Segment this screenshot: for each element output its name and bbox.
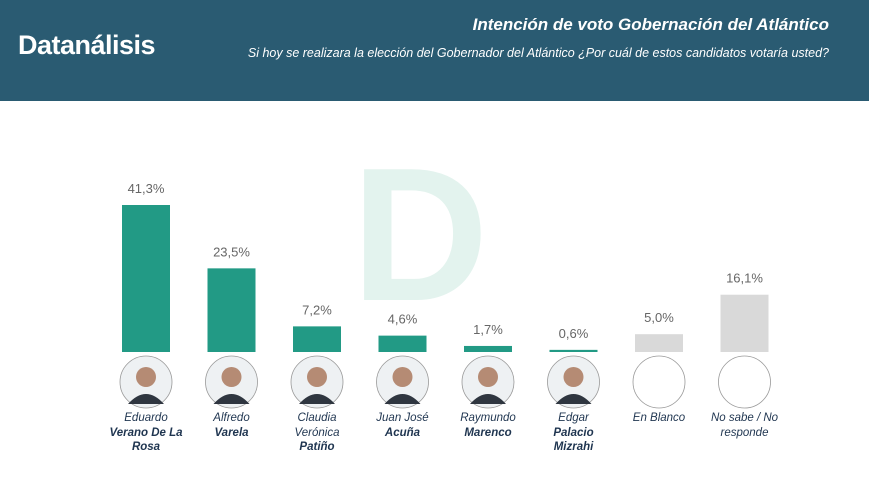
photo-body	[128, 394, 164, 404]
candidate-photo	[718, 355, 771, 409]
bar	[464, 345, 512, 352]
bar	[122, 205, 170, 352]
chart-title: Intención de voto Gobernación del Atlánt…	[472, 15, 829, 34]
candidate-photo	[632, 355, 686, 409]
photo-body	[213, 394, 250, 404]
surname: Marenco	[464, 426, 512, 439]
photo-head	[392, 367, 413, 387]
category-label: En Blanco	[622, 411, 696, 426]
category-label: Raymundo Marenco	[451, 411, 525, 440]
surname: Patiño	[299, 441, 335, 453]
bar	[720, 294, 769, 352]
bar	[549, 349, 598, 352]
value-label: 5,0%	[644, 310, 674, 325]
value-label: 23,5%	[213, 244, 250, 259]
photo-head	[563, 367, 584, 387]
category-label: Eduardo Verano De La Rosa	[109, 411, 183, 455]
given-name: Eduardo	[124, 412, 168, 424]
value-label: 7,2%	[302, 302, 332, 317]
value-label: 4,6%	[388, 312, 418, 327]
given-name: Alfredo	[213, 412, 250, 424]
photo-head	[136, 367, 156, 387]
photo-head	[221, 367, 242, 387]
value-label: 0,6%	[559, 326, 589, 341]
photo-body	[470, 394, 506, 404]
category-label: Alfredo Varela	[195, 411, 269, 440]
given-name: Claudia Verónica	[294, 412, 340, 439]
chart-subtitle: Si hoy se realizara la elección del Gobe…	[247, 46, 829, 60]
photo-body	[384, 394, 421, 404]
value-label: 1,7%	[473, 322, 503, 337]
surname: Varela	[214, 426, 249, 439]
value-label: 16,1%	[726, 271, 763, 286]
category-label: Juan José Acuña	[366, 411, 440, 440]
surname: Palacio Mizrahi	[553, 426, 594, 454]
category-label: No sabe / No responde	[708, 411, 782, 440]
photo-head	[478, 367, 498, 387]
brand: Datanálisis	[18, 30, 156, 60]
category-label: Claudia Verónica Patiño	[280, 411, 354, 455]
bar	[207, 268, 256, 352]
photo-head	[307, 367, 327, 387]
given-name: Edgar	[558, 412, 589, 424]
given-name: No sabe / No responde	[710, 412, 779, 439]
bar	[378, 335, 427, 352]
bar	[293, 326, 341, 352]
given-name: En Blanco	[632, 412, 686, 424]
given-name: Raymundo	[460, 412, 516, 424]
photo-body	[299, 394, 335, 404]
category-label: Edgar Palacio Mizrahi	[537, 411, 611, 455]
watermark: D	[351, 129, 488, 341]
photo-body	[555, 394, 592, 404]
value-label: 41,3%	[128, 181, 165, 196]
bar	[635, 334, 683, 352]
header: Datanálisis Intención de voto Gobernació…	[0, 0, 869, 101]
surname: Verano De La Rosa	[109, 426, 183, 454]
surname: Acuña	[384, 426, 421, 439]
given-name: Juan José	[376, 412, 429, 424]
